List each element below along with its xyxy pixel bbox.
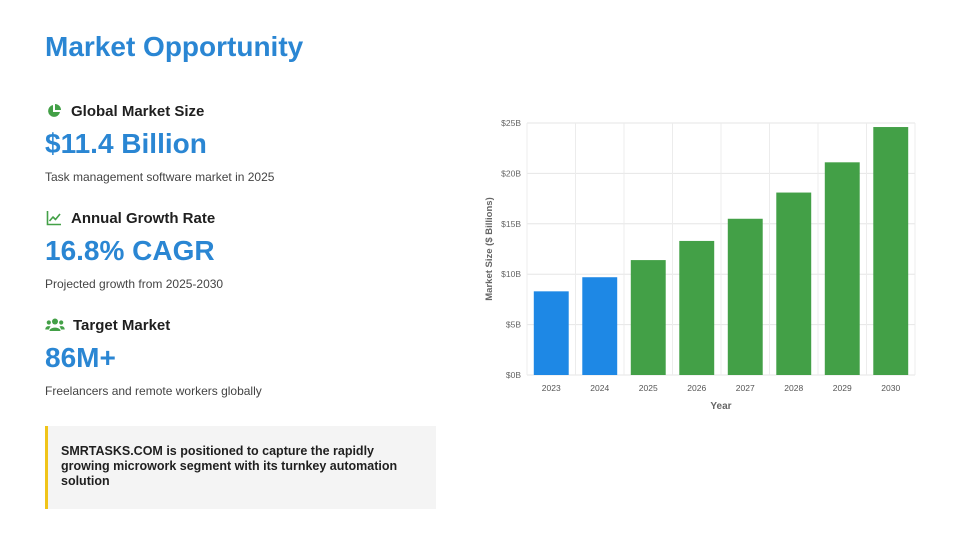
stat-growth-rate: Annual Growth Rate 16.8% CAGR Projected … xyxy=(45,209,445,292)
stat-heading: Global Market Size xyxy=(71,102,205,120)
stat-description: Task management software market in 2025 xyxy=(45,170,275,184)
x-tick-label: 2029 xyxy=(833,383,852,393)
bar xyxy=(582,277,618,375)
bar xyxy=(873,127,909,375)
stat-value: 86M+ xyxy=(45,342,116,373)
stat-header: Annual Growth Rate xyxy=(45,209,445,227)
y-tick-label: $10B xyxy=(501,269,521,279)
bar-chart: $0B $5B $10B $15B $20B $25B 2023 2024 2025 2026 20… xyxy=(484,118,916,412)
x-tick-label: 2026 xyxy=(687,383,706,393)
stat-target-market: Target Market 86M+ Freelancers and remot… xyxy=(45,316,445,399)
y-tick-label: $15B xyxy=(501,219,521,229)
bar xyxy=(776,192,812,375)
line-chart-icon xyxy=(45,209,63,227)
x-tick-label: 2028 xyxy=(784,383,803,393)
callout-text: SMRTASKS.COM is positioned to capture th… xyxy=(61,444,398,488)
users-icon xyxy=(45,316,65,334)
stat-description: Freelancers and remote workers globally xyxy=(45,384,262,398)
x-tick-label: 2025 xyxy=(639,383,658,393)
positioning-callout: SMRTASKS.COM is positioned to capture th… xyxy=(45,426,436,509)
x-tick-label: 2030 xyxy=(881,383,900,393)
stat-heading: Annual Growth Rate xyxy=(71,209,216,227)
bar xyxy=(679,240,715,375)
stat-header: Global Market Size xyxy=(45,102,445,120)
x-tick-label: 2024 xyxy=(590,383,609,393)
stat-value: $11.4 Billion xyxy=(45,128,207,159)
stat-description: Projected growth from 2025-2030 xyxy=(45,277,224,291)
bar xyxy=(824,162,860,375)
stat-value: 16.8% CAGR xyxy=(45,235,215,266)
stat-heading: Target Market xyxy=(73,316,171,334)
x-axis-title: Year xyxy=(710,401,731,412)
stat-market-size: Global Market Size $11.4 Billion Task ma… xyxy=(45,102,445,185)
y-tick-label: $0B xyxy=(506,370,521,380)
y-tick-label: $25B xyxy=(501,118,521,128)
x-tick-label: 2027 xyxy=(736,383,755,393)
y-tick-label: $5B xyxy=(506,320,521,330)
bar xyxy=(533,291,569,375)
y-axis-title: Market Size ($ Billions) xyxy=(484,197,495,300)
bar xyxy=(630,260,666,375)
y-tick-label: $20B xyxy=(501,168,521,178)
x-tick-label: 2023 xyxy=(542,383,561,393)
pie-chart-icon xyxy=(45,102,63,120)
bar xyxy=(727,218,763,375)
page-title: Market Opportunity xyxy=(45,31,304,62)
market-size-chart: $0B $5B $10B $15B $20B $25B 2023 2024 2025 2026 20… xyxy=(480,110,920,420)
stat-header: Target Market xyxy=(45,316,445,334)
